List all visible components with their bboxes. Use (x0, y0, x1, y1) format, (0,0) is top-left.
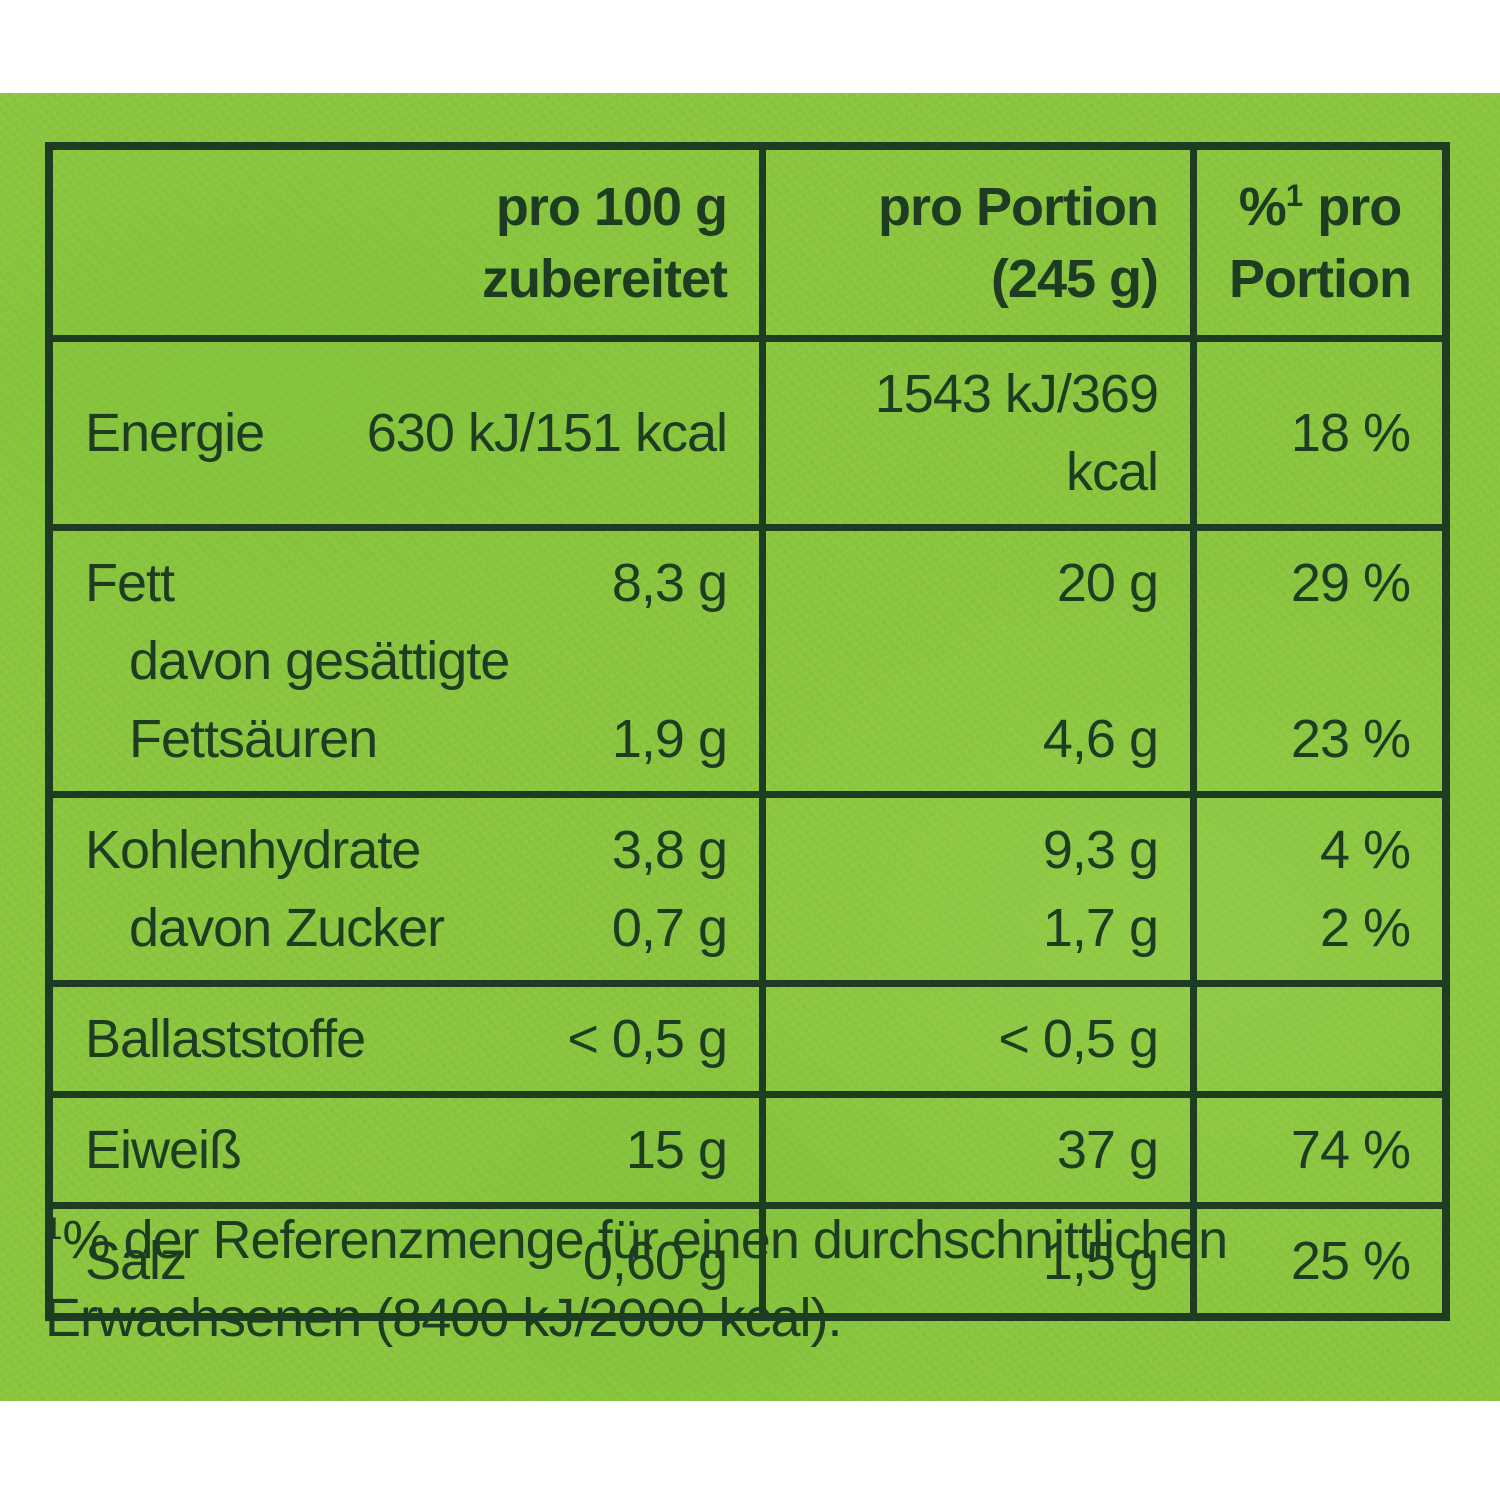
value-per-portion: 9,3 g (1042, 820, 1159, 880)
value-per-portion: 37 g (1056, 1120, 1159, 1180)
nutrition-table: pro 100 g zubereitet pro Portion (245 g)… (45, 142, 1450, 1321)
row-salz: Salz 0,60 g 1,5 g 25 % (53, 1209, 1442, 1313)
header-percent-portion-line2: Portion (1229, 248, 1412, 309)
row-eiweiss: Eiweiß 15 g 37 g 74 % (53, 1098, 1442, 1209)
nutrient-label: Eiweiß (85, 1120, 242, 1180)
footnote-marker-sup: 1 (1285, 177, 1304, 213)
row-energie: Energie 630 kJ/151 kcal 1543 kJ/369 kcal… (53, 342, 1442, 531)
value-percent: 29 % (1290, 553, 1411, 613)
cell-fett-portion: 20 g 4,6 g (766, 531, 1197, 791)
cell-ballaststoffe-portion: < 0,5 g (766, 987, 1197, 1091)
value-per-100g: 630 kJ/151 kcal (366, 403, 728, 463)
cell-fett-pct: 29 % 23 % (1197, 531, 1442, 791)
sub-nutrient-label: davon Zucker (129, 898, 445, 958)
value-percent: 25 % (1290, 1231, 1411, 1291)
cell-eiweiss-label-per100: Eiweiß 15 g (53, 1098, 766, 1202)
footnote-line1: 1% der Referenzmenge für einen durchschn… (45, 1201, 1345, 1279)
sub-value-percent: 23 % (1290, 709, 1411, 769)
sub-value-per-portion: 4,6 g (1042, 709, 1159, 769)
header-per-portion-line1: pro Portion (878, 176, 1159, 237)
cell-energie-portion: 1543 kJ/369 kcal (766, 342, 1197, 524)
cell-kohlenhydrate-portion: 9,3 g 1,7 g (766, 798, 1197, 980)
sub-value-per-100g: 1,9 g (611, 709, 728, 769)
footnote-text-line2: Erwachsenen (8400 kJ/2000 kcal). (45, 1288, 842, 1348)
cell-salz-portion: 1,5 g (766, 1209, 1197, 1313)
sub-nutrient-label-line2: Fettsäuren (129, 709, 378, 769)
cell-salz-label-per100: Salz 0,60 g (53, 1209, 766, 1313)
row-kohlenhydrate: Kohlenhydrate 3,8 g davon Zucker 0,7 g 9… (53, 798, 1442, 987)
nutrient-label: Energie (85, 403, 265, 463)
header-percent-portion-word: pro (1303, 176, 1402, 237)
value-per-100g: 8,3 g (611, 553, 728, 613)
value-per-portion: < 0,5 g (998, 1009, 1159, 1069)
table-header-row: pro 100 g zubereitet pro Portion (245 g)… (53, 150, 1442, 342)
cell-eiweiss-pct: 74 % (1197, 1098, 1442, 1202)
nutrition-label-panel: pro 100 g zubereitet pro Portion (245 g)… (0, 93, 1500, 1401)
header-per-portion: pro Portion (245 g) (766, 150, 1197, 335)
sub-value-per-100g: 0,7 g (611, 898, 728, 958)
cell-ballaststoffe-label-per100: Ballaststoffe < 0,5 g (53, 987, 766, 1091)
nutrient-label: Fett (85, 553, 175, 613)
value-per-100g: 15 g (625, 1120, 728, 1180)
sub-nutrient-label-line1: davon gesättigte (129, 631, 510, 691)
percent-sign: % (1238, 176, 1287, 237)
row-fett: Fett 8,3 g davon gesättigte Fettsäuren 1… (53, 531, 1442, 798)
footnote-text-line1: % der Referenzmenge für einen durchschni… (62, 1210, 1228, 1270)
value-per-100g: 0,60 g (582, 1231, 728, 1291)
cell-salz-pct: 25 % (1197, 1209, 1442, 1313)
value-percent: 74 % (1290, 1120, 1411, 1180)
nutrient-label: Kohlenhydrate (85, 820, 421, 880)
cell-eiweiss-portion: 37 g (766, 1098, 1197, 1202)
value-percent: 4 % (1319, 820, 1411, 880)
value-per-portion: 20 g (1056, 553, 1159, 613)
cell-kohlenhydrate-pct: 4 % 2 % (1197, 798, 1442, 980)
header-percent-portion: %1 pro Portion (1197, 150, 1443, 335)
cell-kohlenhydrate-label-per100: Kohlenhydrate 3,8 g davon Zucker 0,7 g (53, 798, 766, 980)
value-per-portion: 1,5 g (1042, 1231, 1159, 1291)
cell-fett-label-per100: Fett 8,3 g davon gesättigte Fettsäuren 1… (53, 531, 766, 791)
cell-energie-pct: 18 % (1197, 342, 1442, 524)
header-per-100g-line1: pro 100 g (495, 176, 728, 237)
header-per-100g-line2: zubereitet (481, 248, 728, 309)
value-per-100g: < 0,5 g (567, 1009, 728, 1069)
reference-footnote: 1% der Referenzmenge für einen durchschn… (45, 1201, 1345, 1357)
header-per-portion-line2: (245 g) (990, 248, 1159, 309)
sub-value-percent: 2 % (1319, 898, 1411, 958)
cell-energie-label-per100: Energie 630 kJ/151 kcal (53, 342, 766, 524)
sub-value-per-portion: 1,7 g (1042, 898, 1159, 958)
value-percent: 18 % (1290, 403, 1411, 463)
cell-ballaststoffe-pct (1197, 987, 1442, 1091)
nutrient-label: Ballaststoffe (85, 1009, 366, 1069)
header-percent-portion-line1: %1 pro (1238, 171, 1402, 243)
value-per-100g: 3,8 g (611, 820, 728, 880)
footnote-marker-sup: 1 (45, 1211, 63, 1246)
value-per-portion: 1543 kJ/369 kcal (874, 364, 1159, 502)
header-per-100g: pro 100 g zubereitet (53, 150, 766, 335)
nutrient-label: Salz (85, 1231, 187, 1291)
row-ballaststoffe: Ballaststoffe < 0,5 g < 0,5 g (53, 987, 1442, 1098)
